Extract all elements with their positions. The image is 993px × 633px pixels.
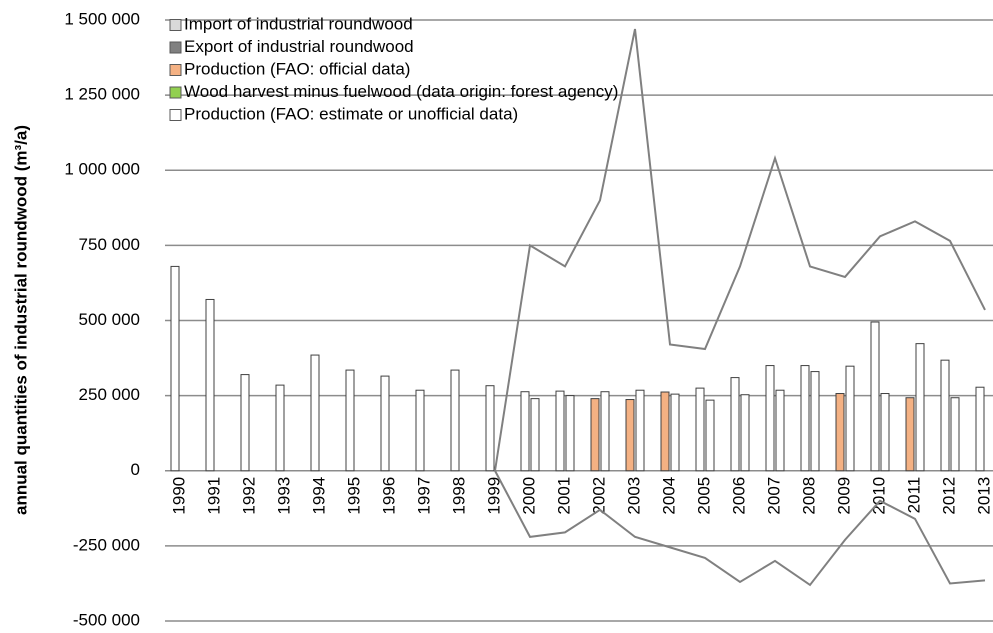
x-tick-label: 1991 <box>204 477 223 515</box>
bar <box>845 365 855 472</box>
y-tick-label: 1 000 000 <box>64 160 140 179</box>
bar <box>565 395 575 472</box>
x-tick-label: 2006 <box>729 477 748 515</box>
x-tick-label: 2003 <box>624 477 643 515</box>
legend-label: Production (FAO: estimate or unofficial … <box>184 104 518 123</box>
x-tick-label: 2004 <box>659 477 678 515</box>
x-tick-label: 2010 <box>869 477 888 515</box>
bar <box>660 391 670 472</box>
bar <box>800 365 810 472</box>
y-tick-label: 1 250 000 <box>64 85 140 104</box>
bar <box>520 391 530 472</box>
bar <box>170 265 180 472</box>
legend-label: Wood harvest minus fuelwood (data origin… <box>184 82 618 101</box>
bar <box>590 398 600 472</box>
x-tick-label: 1992 <box>239 477 258 515</box>
legend-swatch <box>169 86 182 99</box>
bar <box>880 393 890 472</box>
x-tick-label: 1996 <box>379 477 398 515</box>
x-tick-label: 2005 <box>694 477 713 515</box>
bar <box>915 343 925 472</box>
line <box>494 28 986 471</box>
bar <box>205 298 215 472</box>
bar <box>240 374 250 472</box>
legend-label: Export of industrial roundwood <box>184 37 414 56</box>
bar <box>415 389 425 472</box>
x-tick-label: 2007 <box>764 477 783 515</box>
bar <box>555 390 565 472</box>
y-tick-label: 750 000 <box>79 235 140 254</box>
legend-swatch <box>169 41 182 54</box>
x-tick-label: 2011 <box>904 477 923 514</box>
x-tick-label: 1999 <box>484 477 503 515</box>
bar <box>810 371 820 472</box>
x-tick-label: 1998 <box>449 477 468 515</box>
legend-swatch <box>169 64 182 76</box>
bar <box>940 359 950 472</box>
y-tick-label: -500 000 <box>73 610 140 629</box>
bar <box>275 384 285 472</box>
bar <box>905 397 915 472</box>
x-tick-label: 1995 <box>344 477 363 515</box>
x-tick-label: 1993 <box>274 477 293 515</box>
x-tick-label: 2008 <box>799 477 818 515</box>
y-axis-label: annual quantities of industrial roundwoo… <box>11 125 30 515</box>
y-tick-label: 250 000 <box>79 385 140 404</box>
bar <box>380 375 390 472</box>
bar <box>670 393 680 472</box>
bar <box>730 377 740 472</box>
y-tick-label: 500 000 <box>79 310 140 329</box>
legend-label: Production (FAO: official data) <box>184 59 410 78</box>
bar <box>530 398 540 472</box>
bar <box>870 321 880 472</box>
bar <box>975 386 985 472</box>
x-tick-label: 1994 <box>309 477 328 515</box>
x-tick-label: 2002 <box>589 477 608 515</box>
x-tick-label: 1997 <box>414 477 433 515</box>
x-tick-label: 2012 <box>939 477 958 515</box>
bar <box>450 369 460 472</box>
x-tick-label: 2009 <box>834 477 853 515</box>
bar <box>705 399 715 472</box>
legend-swatch <box>169 19 182 31</box>
bar <box>310 354 320 472</box>
bar <box>625 399 635 472</box>
y-tick-label: 0 <box>131 460 140 479</box>
bar <box>695 387 705 472</box>
bar <box>345 369 355 472</box>
y-tick-label: 1 500 000 <box>64 9 140 28</box>
legend-label: Import of industrial roundwood <box>184 14 413 33</box>
x-tick-label: 2001 <box>554 477 573 515</box>
line <box>494 470 986 587</box>
bar <box>485 385 495 472</box>
bar <box>835 393 845 472</box>
bar <box>765 365 775 472</box>
bar <box>635 389 645 472</box>
bar <box>775 389 785 472</box>
x-tick-label: 1990 <box>169 477 188 515</box>
x-tick-label: 2000 <box>519 477 538 515</box>
y-tick-label: -250 000 <box>73 535 140 554</box>
bar <box>740 394 750 472</box>
x-tick-label: 2013 <box>974 477 993 515</box>
bar <box>600 391 610 472</box>
legend-swatch <box>169 109 182 121</box>
bar <box>950 397 960 472</box>
